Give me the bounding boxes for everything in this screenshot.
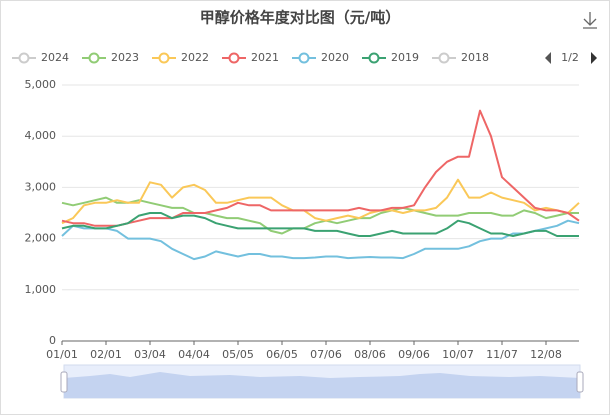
series-line <box>61 196 579 235</box>
legend-symbol <box>158 52 170 64</box>
y-tick-label: 1,000 <box>25 283 57 296</box>
data-zoom[interactable] <box>60 364 584 399</box>
series-line <box>61 219 580 261</box>
x-tick-label: 09/06 <box>398 348 430 361</box>
legend-label: 2021 <box>251 51 279 64</box>
legend-item[interactable]: 2022 <box>152 51 209 64</box>
zoom-handle[interactable] <box>576 371 584 393</box>
x-tick-label: 11/07 <box>486 348 518 361</box>
x-tick-label: 01/01 <box>46 348 78 361</box>
x-tick-label: 06/05 <box>266 348 298 361</box>
x-tick-label: 02/01 <box>90 348 122 361</box>
legend-symbol <box>18 52 30 64</box>
legend-item[interactable]: 2019 <box>362 51 419 64</box>
series-line <box>61 178 580 225</box>
legend-item[interactable]: 2021 <box>222 51 279 64</box>
legend-label: 2024 <box>41 51 69 64</box>
legend-symbol <box>298 52 310 64</box>
x-tick-label: 08/06 <box>354 348 386 361</box>
zoom-handle[interactable] <box>60 371 68 393</box>
legend-label: 2023 <box>111 51 139 64</box>
legend-next[interactable] <box>591 52 597 64</box>
download-glyph[interactable] <box>583 12 597 29</box>
legend-label: 2022 <box>181 51 209 64</box>
legend-item[interactable]: 2018 <box>432 51 489 64</box>
legend-item[interactable]: 2023 <box>82 51 139 64</box>
legend-page: 1/2 <box>561 51 579 64</box>
legend-symbol <box>88 52 100 64</box>
y-tick-label: 4,000 <box>25 129 57 142</box>
legend-label: 2019 <box>391 51 419 64</box>
y-tick-label: 5,000 <box>25 78 57 91</box>
x-tick-label: 04/04 <box>178 348 210 361</box>
y-tick-label: 2,000 <box>25 232 57 245</box>
legend-label: 2020 <box>321 51 349 64</box>
legend-symbol <box>368 52 380 64</box>
series-line <box>61 212 579 237</box>
legend-symbol <box>228 52 240 64</box>
chart-title: 甲醇价格年度对比图（元/吨） <box>200 9 400 27</box>
legend-prev[interactable] <box>545 52 551 64</box>
legend-symbol <box>438 52 450 64</box>
x-tick-label: 05/05 <box>222 348 254 361</box>
download-icon[interactable] <box>583 12 597 29</box>
x-tick-label: 03/04 <box>134 348 166 361</box>
x-tick-label: 10/07 <box>442 348 474 361</box>
y-tick-label: 3,000 <box>25 180 57 193</box>
y-tick-label: 0 <box>49 334 56 347</box>
series-line <box>61 109 580 227</box>
legend-item[interactable]: 2020 <box>292 51 349 64</box>
zoom-preview <box>64 372 580 398</box>
legend-label: 2018 <box>461 51 489 64</box>
x-tick-label: 07/06 <box>310 348 342 361</box>
x-tick-label: 12/08 <box>530 348 562 361</box>
legend-item[interactable]: 2024 <box>12 51 69 64</box>
